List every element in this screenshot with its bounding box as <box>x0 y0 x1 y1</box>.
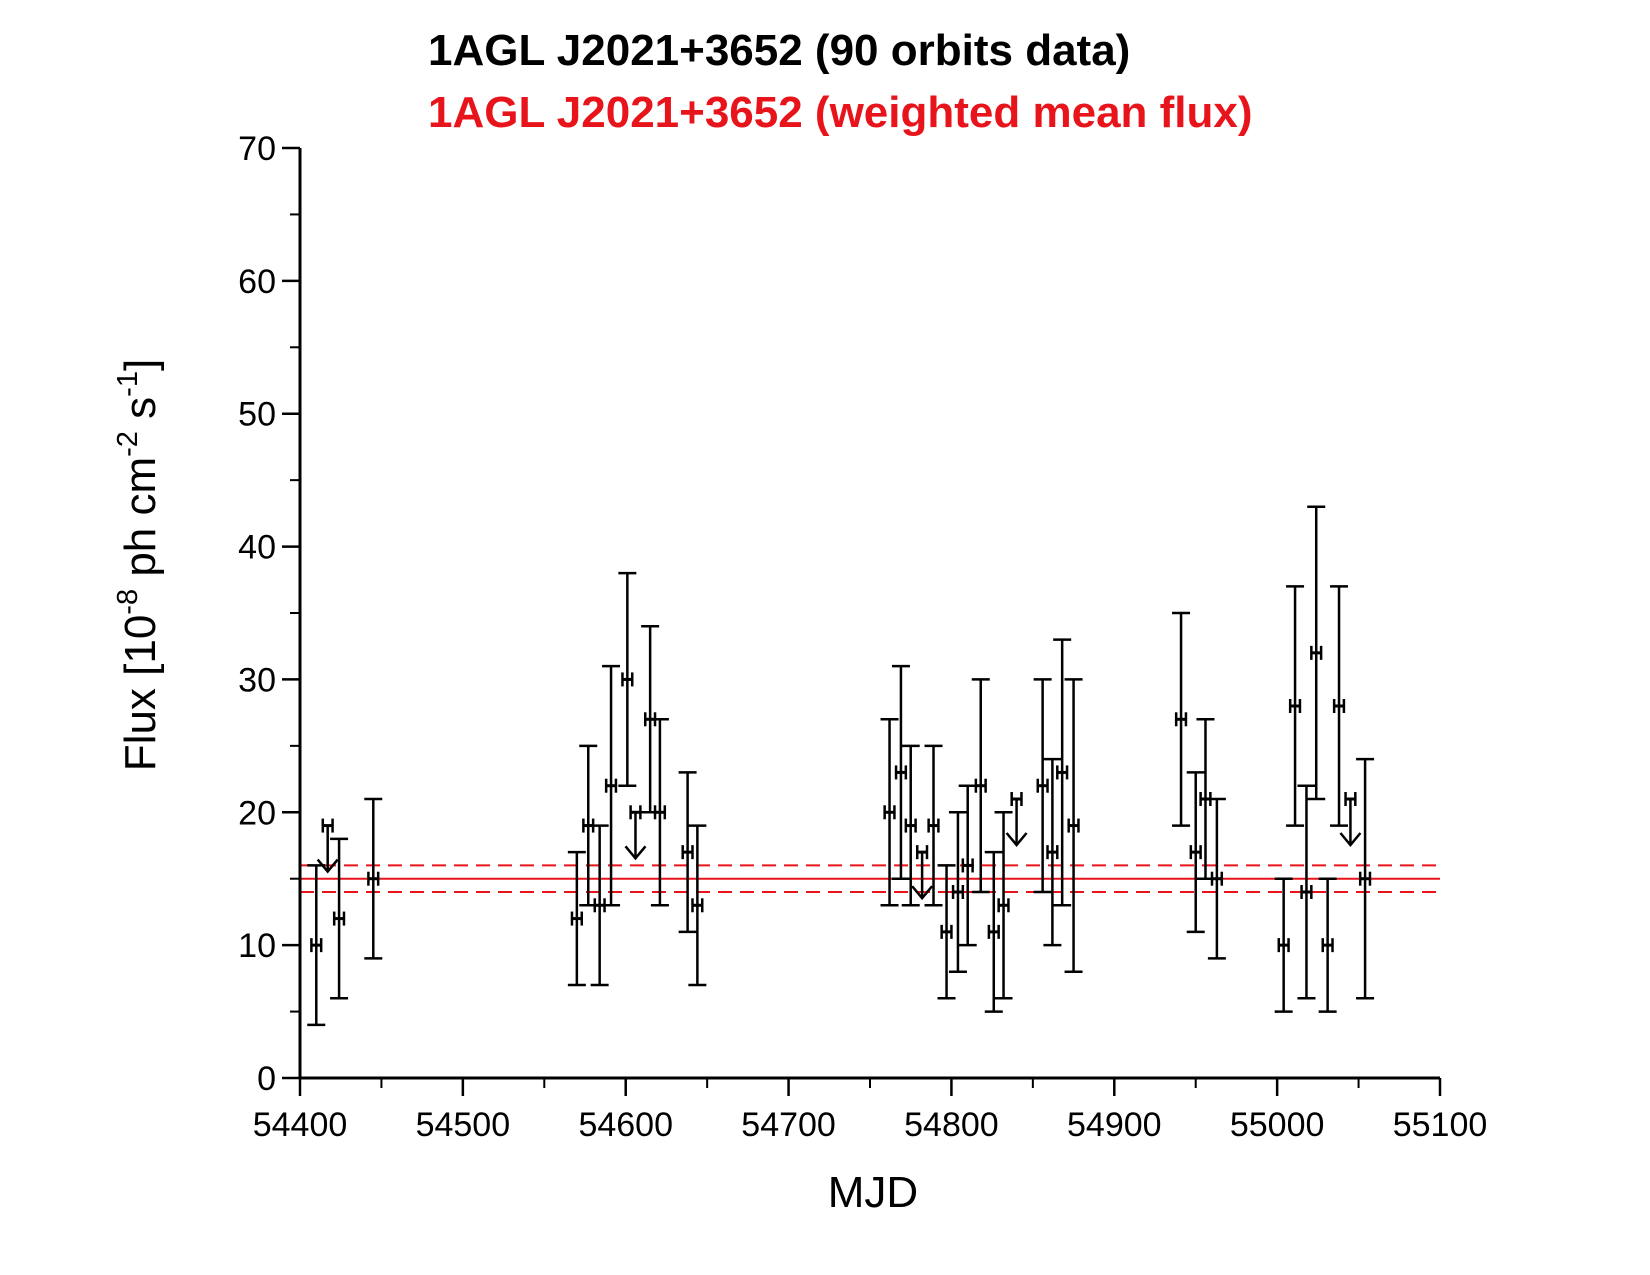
data-point <box>330 837 349 1000</box>
y-tick-label: 30 <box>238 661 276 699</box>
y-axis-label: Flux [10-8 ph cm-2 s-1] <box>112 359 165 771</box>
y-axis-label-exp2: -2 <box>112 431 144 457</box>
upper-limit-arrow-head <box>1005 832 1028 847</box>
y-axis-label-exp3: -1 <box>112 371 144 397</box>
data-point <box>1318 877 1337 1013</box>
x-tick-label: 54900 <box>1067 1106 1162 1144</box>
data-point <box>1297 784 1316 1000</box>
data-point <box>891 664 910 880</box>
weighted-mean-lines <box>300 864 1440 893</box>
x-tick-label: 54800 <box>904 1106 999 1144</box>
y-tick-label: 20 <box>238 794 276 832</box>
data-point <box>688 824 707 987</box>
y-axis-label-exp1: -8 <box>112 589 144 615</box>
data-point <box>650 718 669 907</box>
data-point <box>984 850 1003 1013</box>
upper-limit-point <box>624 805 647 861</box>
data-point <box>1286 585 1305 827</box>
chart-subtitle: 1AGL J2021+3652 (weighted mean flux) <box>428 88 1253 137</box>
data-point <box>971 678 990 894</box>
y-axis-ticks: 0 10 20 30 40 50 60 70 <box>238 130 300 1098</box>
upper-limit-point <box>911 845 934 901</box>
upper-limit-point <box>1339 792 1362 847</box>
y-axis-label-prefix: Flux [10 <box>116 615 165 772</box>
data-point <box>567 850 586 987</box>
x-tick-label: 54500 <box>416 1106 511 1144</box>
data-point <box>958 784 977 947</box>
x-tick-label: 54600 <box>578 1106 673 1144</box>
y-axis-label-middle: ph cm <box>116 457 165 589</box>
data-point <box>678 771 697 934</box>
y-tick-label: 40 <box>238 529 276 567</box>
chart-title: 1AGL J2021+3652 (90 orbits data) <box>428 26 1130 75</box>
data-point <box>1064 678 1083 973</box>
y-tick-label: 70 <box>238 130 276 168</box>
upper-limit-arrow-head <box>1339 832 1362 847</box>
upper-limit-arrow-head <box>624 845 647 861</box>
x-axis-label: MJD <box>828 1168 918 1217</box>
upper-limit-point <box>316 818 339 874</box>
x-tick-label: 55000 <box>1230 1106 1325 1144</box>
data-point <box>1186 771 1205 934</box>
y-tick-label: 60 <box>238 263 276 301</box>
data-point <box>994 811 1013 1000</box>
data-point <box>1274 877 1293 1013</box>
y-tick-label: 10 <box>238 927 276 965</box>
y-tick-label: 50 <box>238 396 276 434</box>
data-point <box>880 718 899 907</box>
upper-limit-arrow-head <box>911 885 934 901</box>
y-tick-label: 0 <box>257 1060 276 1098</box>
axes <box>298 148 1440 1080</box>
upper-limit-arrows <box>316 792 1362 901</box>
data-point <box>1356 757 1375 1000</box>
data-point <box>1053 638 1072 907</box>
data-point <box>1330 585 1349 827</box>
y-axis-label-middle2: s <box>116 397 165 431</box>
data-point <box>948 811 967 973</box>
data-point <box>1207 797 1226 960</box>
upper-limit-point <box>1005 792 1028 847</box>
data-point <box>602 664 621 907</box>
data-point <box>364 797 383 960</box>
data-point <box>924 744 943 907</box>
data-point <box>641 625 660 814</box>
data-point <box>1307 505 1326 801</box>
data-points <box>307 505 1375 1027</box>
data-point <box>1043 757 1062 947</box>
x-axis-ticks: 54400 54500 54600 54700 54800 54900 55000 55100 <box>253 1078 1488 1144</box>
x-tick-label: 54700 <box>741 1106 836 1144</box>
data-point <box>618 571 637 787</box>
x-tick-label: 54400 <box>253 1106 348 1144</box>
y-axis-label-suffix: ] <box>116 359 165 371</box>
upper-limit-arrow-head <box>316 858 339 874</box>
data-point <box>1033 678 1052 894</box>
data-point <box>901 744 920 907</box>
data-point <box>937 864 956 1000</box>
data-point <box>307 864 326 1027</box>
x-tick-label: 55100 <box>1393 1106 1488 1144</box>
data-point <box>1172 611 1191 827</box>
